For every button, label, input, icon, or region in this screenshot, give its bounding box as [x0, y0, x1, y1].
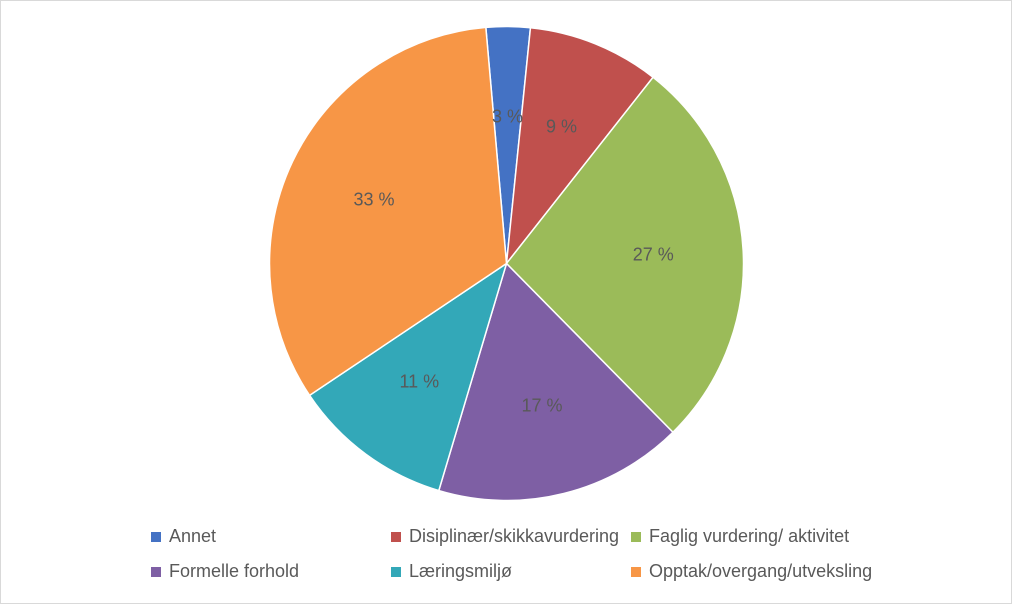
- legend-label-laeringsmiljo: Læringsmiljø: [409, 561, 512, 582]
- legend-label-faglig: Faglig vurdering/ aktivitet: [649, 526, 849, 547]
- legend-swatch-formelle: [151, 567, 161, 577]
- legend-swatch-annet: [151, 532, 161, 542]
- legend-item-disiplinaer: Disiplinær/skikkavurdering: [391, 526, 631, 547]
- legend-swatch-faglig: [631, 532, 641, 542]
- legend-label-formelle: Formelle forhold: [169, 561, 299, 582]
- legend-row: Formelle forhold Læringsmiljø Opptak/overg…: [151, 561, 891, 582]
- legend-item-annet: Annet: [151, 526, 391, 547]
- legend-item-faglig: Faglig vurdering/ aktivitet: [631, 526, 871, 547]
- pie-svg: [269, 26, 744, 501]
- legend-swatch-disiplinaer: [391, 532, 401, 542]
- legend-item-formelle: Formelle forhold: [151, 561, 391, 582]
- legend: Annet Disiplinær/skikkavurdering Faglig vu…: [151, 526, 891, 596]
- legend-swatch-opptak: [631, 567, 641, 577]
- legend-swatch-laeringsmiljo: [391, 567, 401, 577]
- legend-label-opptak: Opptak/overgang/utveksling: [649, 561, 872, 582]
- legend-label-disiplinaer: Disiplinær/skikkavurdering: [409, 526, 619, 547]
- legend-row: Annet Disiplinær/skikkavurdering Faglig vu…: [151, 526, 891, 547]
- pie-chart-area: 3 %9 %27 %17 %11 %33 %: [1, 1, 1012, 521]
- legend-item-laeringsmiljo: Læringsmiljø: [391, 561, 631, 582]
- chart-frame: 3 %9 %27 %17 %11 %33 % Annet Disiplinær/s…: [0, 0, 1012, 604]
- legend-label-annet: Annet: [169, 526, 216, 547]
- legend-item-opptak: Opptak/overgang/utveksling: [631, 561, 871, 582]
